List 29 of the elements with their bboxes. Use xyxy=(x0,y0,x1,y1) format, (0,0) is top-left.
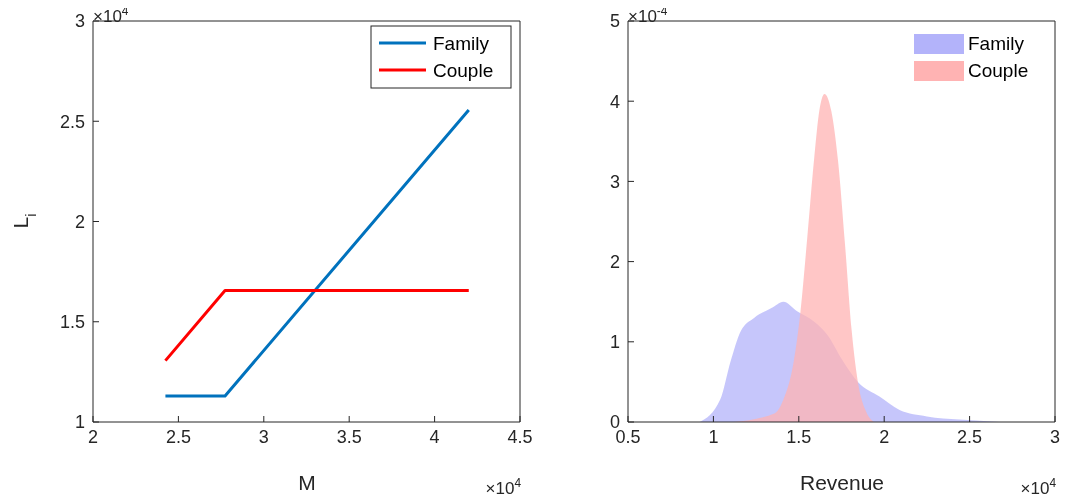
y-tick-label: 2 xyxy=(74,211,85,232)
x-axis-title: M xyxy=(298,471,316,494)
x-tick-label: 3 xyxy=(1049,426,1061,447)
legend-label: Couple xyxy=(968,60,1029,81)
x-tick-label: 3.5 xyxy=(336,426,362,447)
y-tick-label: 4 xyxy=(609,91,620,112)
y-tick-label: 1 xyxy=(74,412,85,433)
y-tick-label: 2 xyxy=(609,251,620,272)
x-tick-label: 3 xyxy=(258,426,269,447)
x-tick-label: 2 xyxy=(879,426,890,447)
y-tick-label: 3 xyxy=(609,171,620,192)
y-tick-label: 3 xyxy=(74,11,85,32)
x-tick-label: 1.5 xyxy=(786,426,812,447)
x-tick-label: 1 xyxy=(708,426,719,447)
x-tick-label: 2 xyxy=(87,426,99,447)
x-tick-label: 2.5 xyxy=(165,426,191,447)
y-tick-label: 5 xyxy=(609,11,620,32)
legend-label: Family xyxy=(968,33,1025,54)
x-tick-label: 2.5 xyxy=(957,426,983,447)
x-tick-label: 4.5 xyxy=(507,426,533,447)
x-tick-label: 4 xyxy=(429,426,440,447)
y-tick-label: 2.5 xyxy=(59,111,85,132)
y-tick-label: 1.5 xyxy=(59,312,85,333)
y-tick-label: 1 xyxy=(609,332,620,353)
x-axis-title: Revenue xyxy=(799,471,885,494)
text: ×10$^{4}$ xyxy=(1020,476,1057,498)
legend-label: Couple xyxy=(433,60,494,81)
legend-label: Family xyxy=(433,33,490,54)
text: ×10$^{4}$ xyxy=(485,476,522,498)
